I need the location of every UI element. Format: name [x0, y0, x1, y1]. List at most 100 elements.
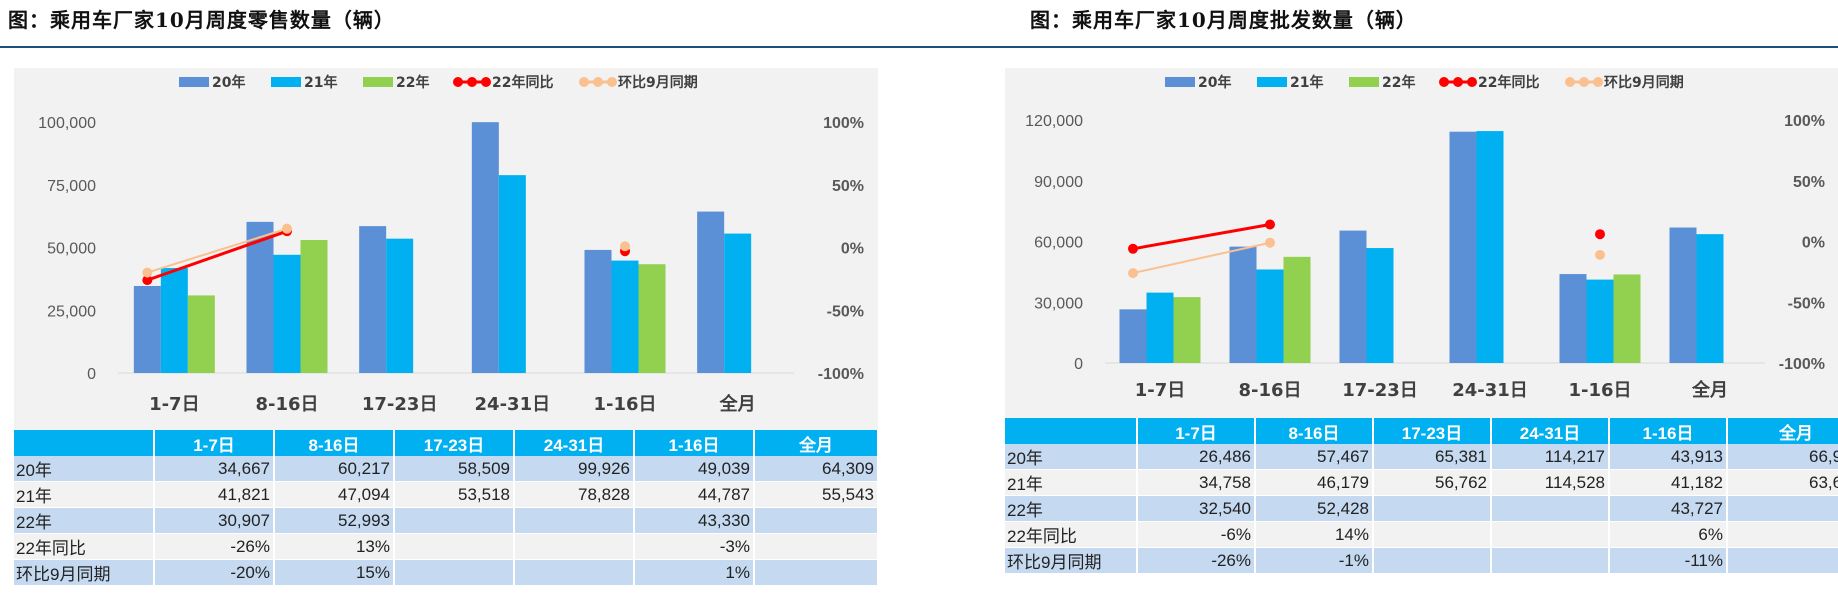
bar-22年: [1613, 274, 1641, 363]
table-corner-header: [14, 430, 155, 456]
y2-tick-label: -50%: [827, 303, 864, 320]
bar-21年: [386, 238, 414, 373]
x-category-label: 1-16日: [1568, 380, 1631, 401]
table-cell: [1373, 547, 1492, 574]
table-cell: [514, 559, 635, 586]
bar-21年: [724, 233, 752, 373]
table-row: 22年 32,540 52,428 43,727: [1005, 495, 1838, 522]
table-cell: 43,330: [634, 507, 755, 534]
table-header-row: 1-7日 8-16日 17-23日 24-31日 1-16日 全月: [14, 430, 879, 456]
legend-swatch-20年: [179, 77, 209, 87]
x-category-label: 1-16日: [593, 394, 656, 415]
table-cell: 114,217: [1491, 444, 1610, 470]
legend-marker-22年同比: [1439, 77, 1449, 87]
table-cell: 46,179: [1255, 469, 1374, 496]
legend-label: 20年: [212, 74, 245, 91]
bar-20年: [133, 285, 161, 373]
table-row-label: 22年: [14, 507, 155, 534]
bar-22年: [1283, 256, 1311, 363]
table-cell: 41,182: [1609, 469, 1728, 496]
y-tick-label: 60,000: [1034, 235, 1083, 252]
table-cell: 26,486: [1137, 444, 1256, 470]
bar-22年: [1173, 297, 1201, 363]
table-cell: [754, 533, 879, 560]
y2-tick-label: 100%: [1784, 113, 1825, 130]
legend-marker-环比9月同期: [1579, 77, 1589, 87]
legend-marker-22年同比: [1453, 77, 1463, 87]
x-category-label: 8-16日: [1238, 380, 1301, 401]
bar-20年: [1559, 274, 1587, 363]
table-cell: 57,467: [1255, 444, 1374, 470]
table-cell: 47,094: [274, 481, 395, 508]
table-row-label: 20年: [1005, 444, 1138, 470]
point-环比9月同期: [1595, 249, 1605, 260]
bar-21年: [160, 268, 188, 373]
bar-20年: [1229, 246, 1257, 363]
table-cell: -20%: [154, 559, 275, 586]
table-cell: [394, 533, 515, 560]
wholesale-chart: 0 30,000 60,000 90,000 120,000 -100% -50% 0% 50%…: [1005, 68, 1838, 418]
table-row-label: 22年同比: [14, 533, 155, 560]
table-column-header: 17-23日: [394, 430, 515, 456]
bar-21年: [1366, 248, 1394, 363]
legend-marker-环比9月同期: [607, 77, 617, 87]
bar-21年: [1256, 269, 1284, 363]
table-cell: 43,913: [1609, 444, 1728, 470]
table-cell: [1727, 547, 1838, 574]
x-category-label: 全月: [719, 393, 756, 415]
table-cell: 14%: [1255, 521, 1374, 548]
table-row: 环比9月同期 -20% 15% 1%: [14, 559, 879, 586]
table-column-header: 1-7日: [154, 430, 275, 456]
legend-label: 20年: [1198, 74, 1231, 91]
bar-21年: [1586, 279, 1614, 363]
table-cell: 60,217: [274, 456, 395, 482]
table-cell: [1373, 521, 1492, 548]
table-row-label: 环比9月同期: [1005, 547, 1138, 574]
point-22年同比: [142, 275, 153, 286]
line-segment-环比9月同期: [147, 227, 288, 274]
table-cell: 6%: [1609, 521, 1728, 548]
table-column-header: 全月: [754, 430, 879, 456]
legend-marker-环比9月同期: [593, 77, 603, 87]
bar-21年: [273, 254, 301, 373]
table-cell: 78,828: [514, 481, 635, 508]
bar-20年: [1449, 131, 1477, 363]
bar-21年: [498, 175, 526, 373]
line-segment-22年同比: [146, 229, 288, 282]
line-segment-22年同比: [1132, 223, 1271, 251]
table-column-header: 8-16日: [1255, 418, 1374, 444]
table-cell: 32,540: [1137, 495, 1256, 522]
x-category-label: 17-23日: [362, 394, 438, 415]
table-corner-header: [1005, 418, 1138, 444]
table-cell: 34,758: [1137, 469, 1256, 496]
bar-22年: [300, 239, 328, 373]
header-divider: [0, 46, 1838, 48]
legend-label: 22年同比: [1478, 74, 1539, 91]
table-row: 21年 41,821 47,094 53,518 78,828 44,787 55,543: [14, 481, 879, 508]
legend-marker-22年同比: [1467, 77, 1477, 87]
point-环比9月同期: [142, 267, 153, 278]
bar-20年: [584, 249, 612, 373]
legend-marker-22年同比: [467, 77, 477, 87]
legend-label: 22年: [396, 74, 429, 91]
legend-swatch-21年: [271, 77, 301, 87]
line-segment-环比9月同期: [1132, 241, 1271, 275]
y-tick-label: 30,000: [1034, 295, 1083, 312]
legend-swatch-21年: [1257, 77, 1287, 87]
table-row: 22年同比 -26% 13% -3%: [14, 533, 879, 560]
table-column-header: 8-16日: [274, 430, 395, 456]
retail-chart-panel: 0 25,000 50,000 75,000 100,000 -100% -50% 0% 50%…: [14, 68, 879, 586]
legend-swatch-22年: [1349, 77, 1379, 87]
table-cell: 34,667: [154, 456, 275, 482]
table-row-label: 22年同比: [1005, 521, 1138, 548]
table-column-header: 1-16日: [634, 430, 755, 456]
y-tick-label: 100,000: [38, 115, 96, 132]
table-column-header: 1-7日: [1137, 418, 1256, 444]
x-category-label: 全月: [1691, 379, 1728, 401]
y2-tick-label: -100%: [1779, 356, 1825, 373]
table-row-label: 环比9月同期: [14, 559, 155, 586]
table-cell: 44,787: [634, 481, 755, 508]
bar-20年: [1119, 309, 1147, 363]
